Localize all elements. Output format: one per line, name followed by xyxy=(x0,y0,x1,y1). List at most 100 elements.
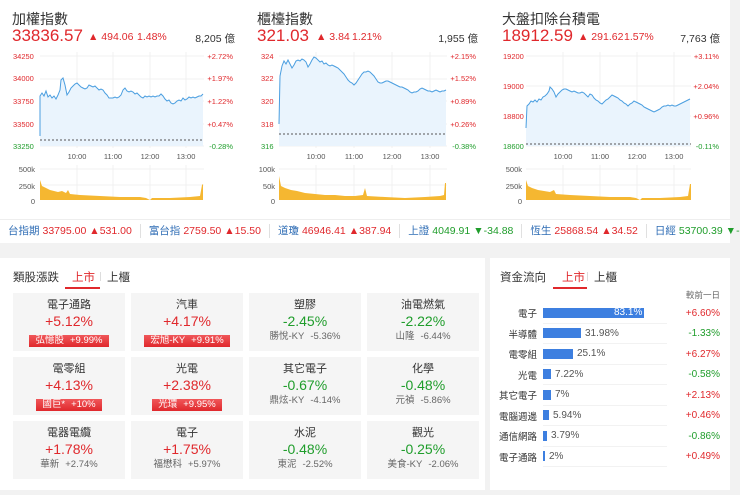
sector-card[interactable]: 電零組 +4.13% 國巨* +10% xyxy=(13,357,125,415)
top-stock[interactable]: 東泥 -2.52% xyxy=(277,459,333,470)
tab-otc[interactable]: 上櫃 xyxy=(594,272,617,284)
active-tab-indicator xyxy=(65,287,100,289)
ticker-item-msci-taiwan[interactable]: 富台指 2759.50 ▲15.50 xyxy=(141,223,270,238)
index-change-pct: 1.48% xyxy=(137,31,167,43)
tab-divider xyxy=(100,272,101,281)
column-header-vs-prev-day: 較前一日 xyxy=(685,290,720,300)
top-stock[interactable]: 勝悅-KY -5.36% xyxy=(269,331,341,342)
index-change-pct: 1.21% xyxy=(352,31,382,43)
top-stock-badge[interactable]: 宏旭-KY +9.91% xyxy=(144,335,230,347)
svg-text:12:00: 12:00 xyxy=(383,152,402,161)
index-volume: 8,205 億 xyxy=(195,33,235,45)
svg-text:100k: 100k xyxy=(259,165,276,174)
sector-change-pct: -2.22% xyxy=(400,313,446,329)
top-stock[interactable]: 山隆 -6.44% xyxy=(395,331,451,342)
flow-change: -0.58% xyxy=(688,369,720,381)
ticker-item-hang-seng[interactable]: 恆生 25868.54 ▲34.52 xyxy=(522,223,647,238)
index-card-ex-tsmc[interactable]: 大盤扣除台積電 18912.59 ▲ 291.62 1.57% 7,763 億 … xyxy=(490,0,735,215)
tab-listed[interactable]: 上市 xyxy=(72,272,95,284)
flow-change: +0.49% xyxy=(685,451,720,463)
ticker-item-nikkei[interactable]: 日經 53700.39 ▼-50.76 xyxy=(647,224,740,238)
sector-grid: 電子通路 +5.12% 弘憶股 +9.99% 汽車 +4.17% 宏旭-KY +9.… xyxy=(13,293,483,479)
flow-change: +6.27% xyxy=(685,348,720,360)
sector-card[interactable]: 光電 +2.38% 光環 +9.95% xyxy=(131,357,243,415)
flow-row[interactable]: 光電 7.22% -0.58% xyxy=(490,365,730,385)
index-change: ▲ 291.62 xyxy=(578,31,624,43)
flow-bar xyxy=(543,328,581,339)
ticker-item-dow-jones[interactable]: 道瓊 46946.41 ▲387.94 xyxy=(270,223,401,238)
svg-text:+0.96%: +0.96% xyxy=(693,112,719,121)
ticker-change: ▲387.94 xyxy=(348,224,392,237)
sector-card[interactable]: 塑膠 -2.45% 勝悅-KY -5.36% xyxy=(249,293,361,351)
ticker-item-tx-futures[interactable]: 台指期 33795.00 ▲531.00 xyxy=(0,223,141,238)
sector-change-pct: +4.13% xyxy=(45,377,93,393)
ticker-item-shanghai[interactable]: 上證 4049.91 ▼-34.88 xyxy=(400,223,523,238)
sector-card[interactable]: 電子通路 +5.12% 弘憶股 +9.99% xyxy=(13,293,125,351)
top-stock[interactable]: 福懋科 +5.97% xyxy=(153,459,221,470)
flow-row[interactable]: 通信網路 3.79% -0.86% xyxy=(490,426,730,447)
sector-card[interactable]: 化學 -0.48% 元禎 -5.86% xyxy=(367,357,479,415)
sector-card[interactable]: 其它電子 -0.67% 鼎炫-KY -4.14% xyxy=(249,357,361,415)
intraday-chart: 34250 34000 33750 33500 33250 +2.72% +1.… xyxy=(13,52,233,206)
svg-text:34250: 34250 xyxy=(13,52,34,61)
svg-text:+2.04%: +2.04% xyxy=(693,82,719,91)
svg-text:0: 0 xyxy=(31,197,35,206)
svg-text:250k: 250k xyxy=(506,182,523,191)
sector-card[interactable]: 電器電纜 +1.78% 華新 +2.74% xyxy=(13,421,125,479)
top-stock-badge[interactable]: 國巨* +10% xyxy=(36,399,102,411)
svg-text:+2.15%: +2.15% xyxy=(450,52,476,61)
flow-row[interactable]: 半導體 31.98% -1.33% xyxy=(490,324,730,344)
sector-card[interactable]: 汽車 +4.17% 宏旭-KY +9.91% xyxy=(131,293,243,351)
svg-text:11:00: 11:00 xyxy=(591,152,609,161)
flow-row[interactable]: 其它電子 7% +2.13% xyxy=(490,385,730,406)
sector-change-pct: -0.67% xyxy=(282,377,328,393)
svg-text:18800: 18800 xyxy=(503,112,524,121)
sector-change-pct: -2.45% xyxy=(282,313,328,329)
svg-text:+0.26%: +0.26% xyxy=(450,120,476,129)
top-stock-badge[interactable]: 光環 +9.95% xyxy=(152,399,222,411)
svg-text:33250: 33250 xyxy=(13,142,34,151)
ticker-change: ▲531.00 xyxy=(89,224,132,237)
top-stock-badge[interactable]: 弘憶股 +9.99% xyxy=(29,335,109,347)
top-stock[interactable]: 鼎炫-KY -4.14% xyxy=(269,395,341,406)
svg-text:12:00: 12:00 xyxy=(628,152,647,161)
index-title: 大盤扣除台積電 xyxy=(502,11,600,27)
market-ticker-strip: 台指期 33795.00 ▲531.00 富台指 2759.50 ▲15.50 … xyxy=(0,219,740,241)
sector-card[interactable]: 水泥 -0.48% 東泥 -2.52% xyxy=(249,421,361,479)
index-card-otc[interactable]: 櫃檯指數 321.03 ▲ 3.84 1.21% 1,955 億 324 322… xyxy=(245,0,490,215)
flow-row[interactable]: 電零組 25.1% +6.27% xyxy=(490,344,730,365)
index-change: ▲ 494.06 xyxy=(88,31,134,43)
section-title: 資金流向 xyxy=(500,272,546,284)
svg-text:10:00: 10:00 xyxy=(68,152,87,161)
sector-card[interactable]: 觀光 -0.25% 美食-KY -2.06% xyxy=(367,421,479,479)
sector-change-pct: +1.78% xyxy=(45,441,93,457)
svg-text:-0.28%: -0.28% xyxy=(209,142,233,151)
sector-change-pct: +5.12% xyxy=(45,313,93,329)
ticker-change: ▼-34.88 xyxy=(473,224,514,237)
flow-change: -0.86% xyxy=(688,430,720,442)
svg-text:324: 324 xyxy=(261,52,274,61)
flow-row[interactable]: 電子通路 2% +0.49% xyxy=(490,447,730,467)
sector-card[interactable]: 電子 +1.75% 福懋科 +5.97% xyxy=(131,421,243,479)
svg-text:33500: 33500 xyxy=(13,120,34,129)
tab-otc[interactable]: 上櫃 xyxy=(107,272,130,284)
top-stock[interactable]: 美食-KY -2.06% xyxy=(387,459,459,470)
svg-text:+0.89%: +0.89% xyxy=(450,97,476,106)
sector-card[interactable]: 油電燃氣 -2.22% 山隆 -6.44% xyxy=(367,293,479,351)
tab-listed[interactable]: 上市 xyxy=(562,272,585,284)
intraday-chart: 19200 19000 18800 18600 +3.11% +2.04% +0… xyxy=(503,52,719,206)
flow-bar xyxy=(543,389,551,400)
ticker-change: ▲34.52 xyxy=(601,224,638,237)
flow-row[interactable]: 電子 83.1% +6.60% xyxy=(490,303,730,324)
svg-text:-0.38%: -0.38% xyxy=(452,142,476,151)
index-card-taiex[interactable]: 加權指數 33836.57 ▲ 494.06 1.48% 8,205 億 342… xyxy=(0,0,245,215)
index-change: ▲ 3.84 xyxy=(316,31,350,43)
flow-row[interactable]: 電腦週邊 5.94% +0.46% xyxy=(490,406,730,426)
svg-text:318: 318 xyxy=(261,120,274,129)
ticker-change: ▲15.50 xyxy=(224,224,261,237)
svg-text:13:00: 13:00 xyxy=(665,152,684,161)
svg-text:320: 320 xyxy=(261,97,274,106)
top-stock[interactable]: 元禎 -5.86% xyxy=(395,395,451,406)
index-volume: 7,763 億 xyxy=(680,33,720,45)
top-stock[interactable]: 華新 +2.74% xyxy=(40,459,98,470)
